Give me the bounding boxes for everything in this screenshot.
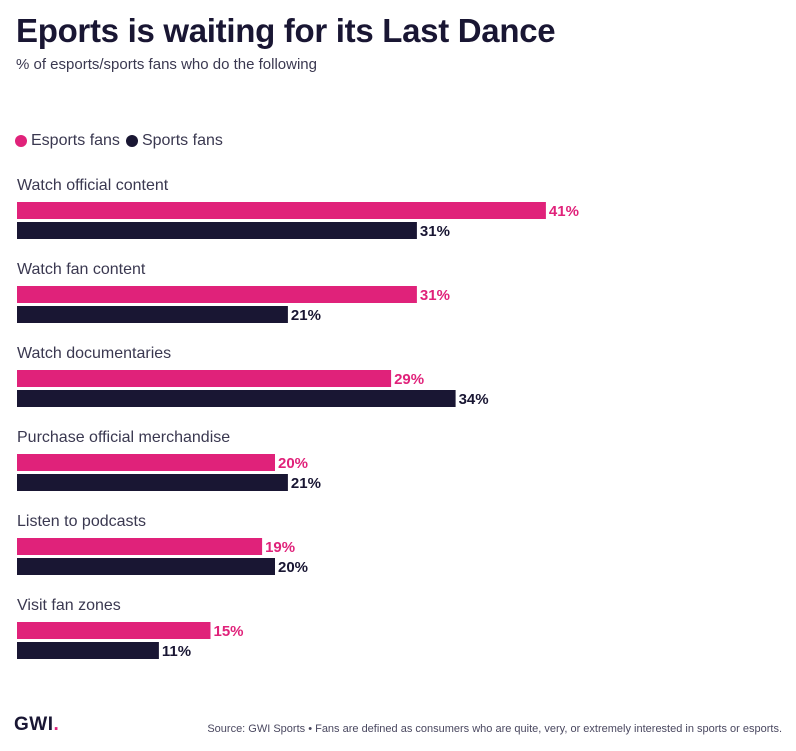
bar-sports bbox=[17, 390, 456, 407]
data-label: 21% bbox=[291, 307, 321, 324]
gwi-logo-dot: . bbox=[53, 714, 60, 735]
bar-group: Visit fan zones 15% 11% bbox=[17, 597, 244, 660]
bar-sports bbox=[17, 222, 417, 239]
chart-subtitle: % of esports/sports fans who do the foll… bbox=[16, 56, 317, 73]
legend-label-sports: Sports fans bbox=[141, 132, 223, 149]
legend-swatch-sports bbox=[125, 135, 138, 147]
bar-group: Watch documentaries 29% 34% bbox=[17, 345, 489, 408]
data-label: 21% bbox=[291, 475, 321, 492]
bar-esports bbox=[17, 370, 392, 387]
legend: Esports fans Sports fans bbox=[15, 132, 229, 150]
data-label: 31% bbox=[420, 287, 450, 304]
chart-title: Eports is waiting for its Last Dance bbox=[16, 12, 556, 49]
category-label: Watch official content bbox=[17, 177, 169, 194]
bar-esports bbox=[17, 454, 275, 471]
category-label: Watch fan content bbox=[17, 261, 146, 278]
category-label: Visit fan zones bbox=[17, 597, 121, 614]
source-note: Source: GWI Sports • Fans are defined as… bbox=[207, 723, 782, 735]
data-label: 15% bbox=[214, 623, 244, 640]
data-label: 19% bbox=[265, 539, 295, 556]
category-label: Watch documentaries bbox=[17, 345, 171, 362]
legend-swatch-esports bbox=[15, 135, 27, 147]
bar-group: Listen to podcasts 19% 20% bbox=[17, 513, 308, 576]
bar-group: Watch official content 41% 31% bbox=[17, 177, 579, 240]
bar-sports bbox=[17, 306, 288, 323]
data-label: 20% bbox=[278, 559, 308, 576]
bar-group: Watch fan content 31% 21% bbox=[17, 261, 450, 324]
legend-item-esports: Esports fans bbox=[15, 132, 120, 150]
legend-label-esports: Esports fans bbox=[31, 132, 120, 149]
category-label: Purchase official merchandise bbox=[17, 429, 230, 446]
data-label: 29% bbox=[394, 371, 424, 388]
legend-item-sports: Sports fans bbox=[125, 132, 223, 150]
data-label: 31% bbox=[420, 223, 450, 240]
gwi-logo-text: GWI bbox=[14, 714, 54, 735]
bar-esports bbox=[17, 286, 417, 303]
category-label: Listen to podcasts bbox=[17, 513, 146, 530]
bar-esports bbox=[17, 622, 211, 639]
data-label: 11% bbox=[162, 643, 191, 660]
bar-esports bbox=[17, 538, 263, 555]
bar-sports bbox=[17, 642, 159, 659]
data-label: 20% bbox=[278, 455, 308, 472]
gwi-logo: GWI. bbox=[14, 714, 59, 736]
data-label: 41% bbox=[549, 203, 579, 220]
bar-sports bbox=[17, 558, 275, 575]
bar-group: Purchase official merchandise 20% 21% bbox=[17, 429, 321, 492]
bar-esports bbox=[17, 202, 546, 219]
bar-sports bbox=[17, 474, 288, 491]
data-label: 34% bbox=[459, 391, 489, 408]
